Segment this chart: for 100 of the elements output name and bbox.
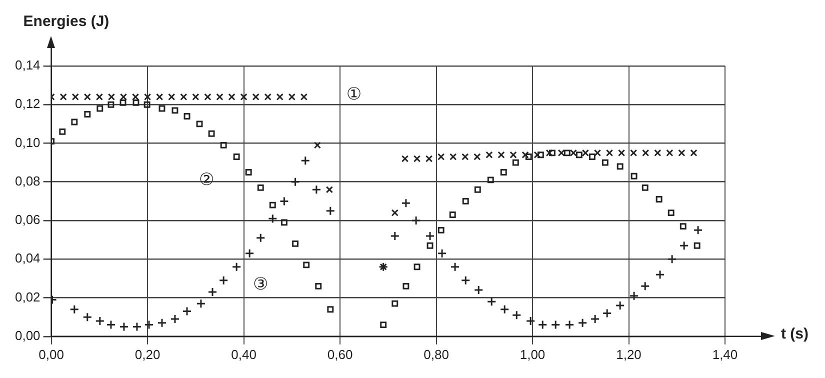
point [413,155,421,162]
point [570,149,577,156]
point [616,163,624,170]
point [72,93,79,100]
point [269,202,276,208]
point [70,304,80,314]
point [244,248,254,258]
x-tick-label: 0,80 [424,346,449,362]
point [182,306,192,316]
point [679,240,689,250]
point [450,153,457,160]
point [401,155,409,162]
point [474,186,481,193]
point [594,149,602,156]
point [168,93,176,100]
point [564,150,570,156]
point [119,322,129,332]
x-tick-label: 1,40 [712,346,738,362]
point [156,93,164,100]
point [640,281,650,291]
y-axis-title: Energies (J) [23,13,110,30]
point [498,151,505,158]
point [380,322,387,328]
point [326,206,336,216]
point [615,300,625,310]
point [694,242,700,249]
point [437,248,447,258]
point [144,101,150,108]
point [486,151,493,158]
point [208,287,218,297]
point [438,226,444,234]
point [84,93,91,100]
point [280,219,288,226]
y-tick-label: 0,06 [14,212,40,228]
point [326,186,334,194]
point [132,322,142,332]
point [425,155,433,162]
point [256,233,266,243]
point [240,93,248,100]
point [460,276,470,286]
point [300,156,310,166]
point [655,270,665,280]
point [450,262,460,272]
point [192,93,200,100]
x-tick-label: 0,40 [231,346,256,362]
point [402,282,410,290]
point [411,216,421,226]
point [245,169,252,176]
y-tick-label: 0,04 [14,250,40,266]
point [96,93,103,100]
point [426,242,434,249]
point [642,184,648,191]
point [180,93,188,100]
point [264,93,272,100]
point [474,153,481,160]
point [690,149,698,156]
point [106,320,116,330]
point [144,93,152,100]
point [290,177,300,187]
point [534,151,541,158]
x-tick-label: 0,00 [38,346,64,362]
point [693,225,703,235]
point [474,285,484,295]
point [392,300,398,307]
x-tick-label: 0,20 [134,346,160,362]
point [510,151,517,158]
point [654,149,662,156]
point [618,149,626,156]
point [184,112,190,120]
point [220,142,227,148]
point [108,93,116,100]
y-tick-label: 0,08 [14,173,40,188]
y-tick-label: 0,02 [14,289,40,304]
point [233,154,240,160]
point [590,314,600,324]
point [390,231,400,241]
point [279,196,289,206]
point [303,262,310,268]
point [120,93,128,100]
point [276,93,284,100]
point [525,154,532,160]
point [602,159,608,166]
point [642,149,650,156]
point [196,120,203,128]
x-tick-label: 1,00 [520,346,546,362]
x-tick-label: 1,20 [616,346,642,362]
point [558,149,565,156]
point [606,149,614,156]
x-axis-title: t (s) [781,326,808,343]
point [71,118,78,126]
point [414,264,420,270]
point [218,276,228,286]
point [449,211,456,218]
point [232,262,242,272]
point [667,254,677,264]
point [512,159,519,166]
point [564,320,574,330]
point [500,304,510,314]
point [629,291,639,301]
point [157,318,167,328]
